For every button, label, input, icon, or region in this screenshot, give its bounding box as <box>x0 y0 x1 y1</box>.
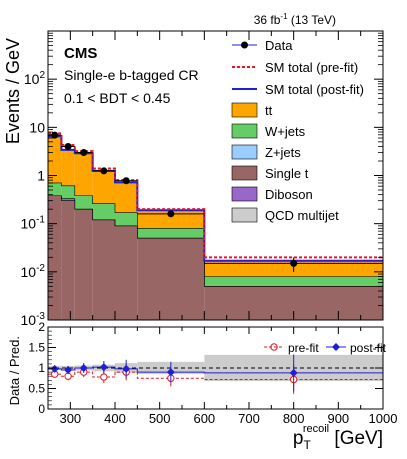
lower-ytick-label: 2 <box>38 320 45 334</box>
ratio-postfit-point <box>289 368 298 377</box>
stack-bar-tt <box>74 153 93 196</box>
cut-label: 0.1 < BDT < 0.45 <box>64 90 171 106</box>
upper-ytick-label: 102 <box>24 70 46 87</box>
lower-ylabel: Data / Pred. <box>7 336 22 405</box>
stack-outline-wjets <box>48 182 383 277</box>
data-point <box>122 177 130 185</box>
upper-ytick-label: 10-2 <box>21 263 46 280</box>
ratio-postfit-point <box>64 366 73 375</box>
data-point <box>80 149 88 157</box>
cms-label: CMS <box>64 45 97 62</box>
legend-zjets-text: Z+jets <box>265 145 301 160</box>
lower-ytick-label: 0.5 <box>28 382 45 396</box>
ratio-postfit-point <box>166 368 175 377</box>
legend-data-text: Data <box>265 38 293 53</box>
lower-xtick-label: 500 <box>149 411 171 426</box>
lower-ytick-label: 0 <box>38 402 45 416</box>
data-point <box>51 131 59 139</box>
ratio-legend-postfit-text: post-fit <box>350 341 387 355</box>
lower-xtick-label: 700 <box>238 411 260 426</box>
ratio-points <box>48 354 383 394</box>
stack-bar-single_t <box>61 200 75 320</box>
stack-bar-wjets <box>92 203 115 220</box>
lower-xtick-label: 800 <box>283 411 305 426</box>
stack-bar-wjets <box>61 185 75 199</box>
upper-stack <box>48 136 383 320</box>
upper-ytick-label: 1 <box>37 168 45 184</box>
ratio-prefit-point <box>100 373 108 381</box>
legend-singlet-text: Single t <box>265 166 309 181</box>
legend-data-marker <box>241 41 248 49</box>
legend: Data SM total (pre-fit) SM total (post-f… <box>231 38 364 223</box>
lower-xtick-label: 1000 <box>369 411 398 426</box>
ratio-postfit-point <box>79 364 88 372</box>
lower-xtick-label: 600 <box>193 411 215 426</box>
legend-qcd-text: QCD multijet <box>265 208 339 223</box>
lower-xtick-label: 300 <box>59 411 81 426</box>
stack-bar-tt <box>92 170 115 204</box>
lumi-label: 36 fb-1 (13 TeV) <box>254 12 336 27</box>
legend-zjets-swatch <box>231 144 258 160</box>
legend-diboson-swatch <box>231 186 258 202</box>
legend-tt-swatch <box>231 102 258 118</box>
legend-wjets-text: W+jets <box>265 124 306 139</box>
data-point <box>100 167 108 175</box>
upper-ytick-label: 10 <box>29 119 45 135</box>
upper-data <box>48 131 383 272</box>
data-point <box>167 210 175 218</box>
stack-bar-tt <box>115 182 138 213</box>
stack-outline-diboson <box>48 195 383 287</box>
upper-ytick-label: 10-3 <box>21 311 46 328</box>
data-point <box>64 143 72 151</box>
legend-qcd-swatch <box>231 207 258 223</box>
lower-axes: 0 0.5 1 1.5 2 300 400 500 600 700 800 900 1000 <box>28 320 397 426</box>
ratio-legend-prefit-text: pre-fit <box>288 341 319 355</box>
legend-prefit-text: SM total (pre-fit) <box>265 60 358 75</box>
lower-ytick-label: 1 <box>38 361 45 375</box>
stack-bar-wjets <box>115 212 138 226</box>
stack-bar-wjets <box>137 228 205 239</box>
upper-axes: 10-3 10-2 10-1 1 10 102 <box>21 30 384 328</box>
region-label: Single-e b-tagged CR <box>64 67 199 83</box>
lower-xtick-label: 900 <box>327 411 349 426</box>
ratio-postfit-point <box>50 364 59 373</box>
stack-bar-tt <box>48 136 62 183</box>
lower-ytick-label: 1.5 <box>28 341 45 355</box>
ratio-postfit-point <box>99 363 108 372</box>
stack-bar-single_t <box>92 219 115 320</box>
data-point <box>290 259 298 267</box>
lower-xtick-label: 400 <box>104 411 126 426</box>
legend-wjets-swatch <box>231 123 258 139</box>
stack-bar-single_t <box>137 238 205 320</box>
ratio-legend-prefit-marker <box>270 343 278 351</box>
xlabel: pTrecoil [GeV] <box>293 423 383 452</box>
upper-ylabel: Events / GeV <box>3 38 23 144</box>
stack-bar-tt <box>61 149 75 186</box>
stack-bar-wjets <box>74 195 93 210</box>
ratio-legend-postfit-marker <box>332 343 340 351</box>
stack-bar-wjets <box>204 276 383 287</box>
legend-singlet-swatch <box>231 165 258 181</box>
upper-ytick-label: 10-1 <box>21 215 46 232</box>
legend-tt-text: tt <box>265 103 273 118</box>
stack-bar-single_t <box>115 225 138 320</box>
stack-bar-single_t <box>48 195 62 320</box>
ratio-postfit-point <box>122 364 131 373</box>
legend-diboson-text: Diboson <box>265 187 313 202</box>
stack-bar-tt <box>137 210 205 229</box>
stack-bar-diboson <box>61 198 75 201</box>
stack-bar-single_t <box>74 209 93 320</box>
ratio-legend: pre-fit post-fit <box>264 341 387 355</box>
legend-postfit-text: SM total (post-fit) <box>265 82 364 97</box>
stack-bar-wjets <box>48 182 62 196</box>
